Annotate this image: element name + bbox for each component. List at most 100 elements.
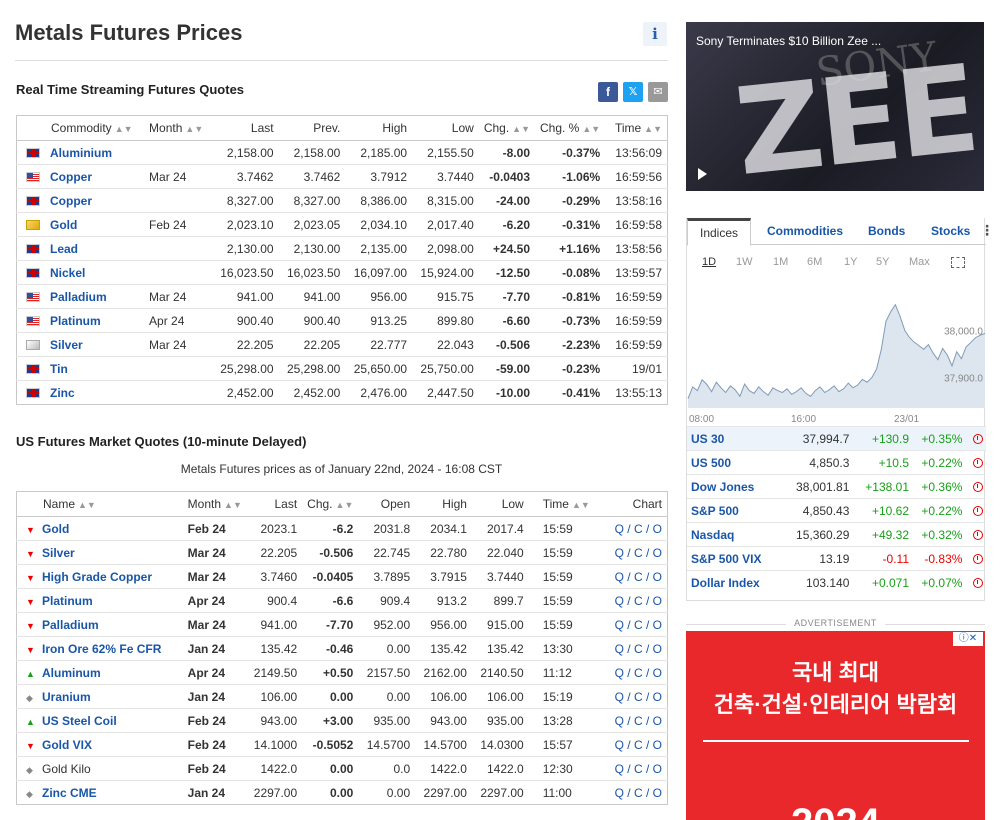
chart-link-q[interactable]: Q: [614, 641, 624, 656]
col-time[interactable]: Time ▲▼: [528, 491, 595, 517]
col-chg[interactable]: Chg. ▲▼: [302, 491, 359, 517]
table-row[interactable]: Dollar Index 103.140 +0.071 +0.07%: [687, 570, 986, 595]
table-row[interactable]: ▼ Iron Ore 62% Fe CFR Jan 24 135.42 -0.46 0.0…: [16, 636, 668, 661]
info-icon[interactable]: i: [643, 22, 667, 46]
commodity-link[interactable]: Silver: [50, 337, 83, 352]
table-row[interactable]: ▼ Gold VIX Feb 24 14.1000 -0.5052 14.5700 14.5…: [16, 732, 668, 757]
table-row[interactable]: Lead 2,130.00 2,130.00 2,135.00 2,098.00 +24.…: [16, 236, 668, 261]
chart-link-o[interactable]: O: [652, 569, 662, 584]
chart-link-c[interactable]: C: [633, 665, 643, 680]
chart-link-o[interactable]: O: [652, 713, 662, 728]
expand-chart-icon[interactable]: [951, 257, 965, 268]
twitter-share-icon[interactable]: 𝕏: [623, 82, 643, 102]
table-row[interactable]: Aluminium 2,158.00 2,158.00 2,185.00 2,155.5…: [16, 140, 668, 165]
chart-link-q[interactable]: Q: [614, 545, 624, 560]
col-chg-pct[interactable]: Chg. % ▲▼: [535, 115, 606, 141]
col-time[interactable]: Time ▲▼: [605, 115, 668, 141]
chart-link-q[interactable]: Q: [614, 665, 624, 680]
table-row[interactable]: ◆ Uranium Jan 24 106.00 0.00 0.00 106.00 106.00…: [16, 684, 668, 709]
index-name[interactable]: US 30: [687, 426, 775, 451]
contract-link[interactable]: Palladium: [42, 617, 99, 632]
chart-link-o[interactable]: O: [652, 641, 662, 656]
table-row[interactable]: ◆ Zinc CME Jan 24 2297.00 0.00 0.00 2297.00 229…: [17, 781, 668, 805]
chart-link-o[interactable]: O: [652, 737, 662, 752]
commodity-link[interactable]: Gold: [50, 217, 78, 232]
index-name[interactable]: US 500: [687, 450, 775, 475]
chart-link-q[interactable]: Q: [614, 617, 624, 632]
commodity-link[interactable]: Nickel: [50, 265, 86, 280]
chart-link-c[interactable]: C: [633, 617, 643, 632]
table-row[interactable]: Nickel 16,023.50 16,023.50 16,097.00 15,924.…: [16, 260, 668, 285]
chart-link-c[interactable]: C: [633, 641, 643, 656]
index-name[interactable]: Dow Jones: [687, 474, 775, 499]
table-row[interactable]: ▼ Palladium Mar 24 941.00 -7.70 952.00 956.00 9…: [16, 612, 668, 637]
chart-link-q[interactable]: Q: [614, 737, 624, 752]
col-month[interactable]: Month ▲▼: [182, 491, 247, 517]
table-row[interactable]: ▲ US Steel Coil Feb 24 943.00 +3.00 935.00 943…: [16, 708, 668, 733]
col-month[interactable]: Month ▲▼: [144, 115, 209, 141]
chart-link-q[interactable]: Q: [614, 785, 624, 800]
chart-link-c[interactable]: C: [633, 737, 643, 752]
contract-link[interactable]: Gold: [42, 521, 70, 536]
chart-link-c[interactable]: C: [633, 521, 643, 536]
index-name[interactable]: S&P 500 VIX: [687, 546, 775, 571]
range-max[interactable]: Max: [909, 256, 930, 268]
chart-link-c[interactable]: C: [633, 785, 643, 800]
contract-link[interactable]: Silver: [42, 545, 75, 560]
commodity-link[interactable]: Copper: [50, 193, 92, 208]
chart-link-o[interactable]: O: [652, 689, 662, 704]
commodity-link[interactable]: Platinum: [50, 313, 101, 328]
index-name[interactable]: Dollar Index: [687, 570, 775, 595]
tab-indices[interactable]: Indices: [687, 218, 752, 246]
video-title[interactable]: Sony Terminates $10 Billion Zee ...: [696, 34, 882, 48]
contract-link[interactable]: Platinum: [42, 593, 93, 608]
chart-link-q[interactable]: Q: [614, 761, 624, 776]
table-row[interactable]: US 30 37,994.7 +130.9 +0.35%: [687, 426, 986, 451]
table-row[interactable]: ▼ High Grade Copper Mar 24 3.7460 -0.0405 3.7…: [16, 564, 668, 589]
range-1y[interactable]: 1Y: [844, 256, 858, 268]
table-row[interactable]: ▼ Silver Mar 24 22.205 -0.506 22.745 22.780 22.…: [16, 540, 668, 565]
tab-commodities[interactable]: Commodities: [767, 224, 844, 238]
index-name[interactable]: Nasdaq: [687, 522, 775, 547]
contract-link[interactable]: US Steel Coil: [42, 713, 117, 728]
contract-link[interactable]: Uranium: [42, 689, 91, 704]
chart-link-q[interactable]: Q: [614, 569, 624, 584]
table-row[interactable]: Dow Jones 38,001.81 +138.01 +0.36%: [687, 474, 986, 499]
chart-link-o[interactable]: O: [652, 761, 662, 776]
chart-link-o[interactable]: O: [652, 785, 662, 800]
table-row[interactable]: Silver Mar 24 22.205 22.205 22.777 22.043 -0.5…: [16, 332, 668, 357]
chart-link-q[interactable]: Q: [614, 593, 624, 608]
table-row[interactable]: ◆ Gold Kilo Feb 24 1422.0 0.00 0.0 1422.0 1422.…: [16, 756, 668, 781]
table-row[interactable]: ▼ Gold Feb 24 2023.1 -6.2 2031.8 2034.1 2017.4 1…: [16, 516, 668, 541]
col-chg[interactable]: Chg. ▲▼: [478, 115, 535, 141]
range-1d[interactable]: 1D: [702, 256, 717, 268]
table-row[interactable]: S&P 500 4,850.43 +10.62 +0.22%: [687, 498, 986, 523]
table-row[interactable]: ▼ Platinum Apr 24 900.4 -6.6 909.4 913.2 899.7 1…: [16, 588, 668, 613]
table-row[interactable]: Zinc 2,452.00 2,452.00 2,476.00 2,447.50 -10.…: [17, 381, 668, 405]
chart-link-o[interactable]: O: [652, 665, 662, 680]
email-share-icon[interactable]: ✉: [648, 82, 668, 102]
col-commodity[interactable]: Commodity ▲▼: [16, 115, 145, 141]
col-name[interactable]: Name ▲▼: [16, 491, 183, 517]
table-row[interactable]: Tin 25,298.00 25,298.00 25,650.00 25,750.00-…: [16, 356, 668, 381]
chart-link-o[interactable]: O: [652, 521, 662, 536]
range-5y[interactable]: 5Y: [876, 256, 890, 268]
chart-link-o[interactable]: O: [652, 617, 662, 632]
table-row[interactable]: Copper 8,327.00 8,327.00 8,386.00 8,315.00 -2…: [16, 188, 668, 213]
advertisement-banner[interactable]: ⓘ✕ 국내 최대 건축·건설·인테리어 박람회 2024: [686, 631, 985, 820]
chart-link-c[interactable]: C: [633, 545, 643, 560]
commodity-link[interactable]: Lead: [50, 241, 79, 256]
table-row[interactable]: Gold Feb 24 2,023.10 2,023.05 2,034.10 2,017.…: [16, 212, 668, 237]
table-row[interactable]: US 500 4,850.3 +10.5 +0.22%: [687, 450, 986, 475]
chart-link-c[interactable]: C: [633, 593, 643, 608]
contract-link[interactable]: Aluminum: [42, 665, 101, 680]
commodity-link[interactable]: Zinc: [50, 385, 75, 400]
contract-link[interactable]: Zinc CME: [42, 785, 97, 800]
ad-close-icon[interactable]: ⓘ✕: [953, 632, 983, 646]
chart-link-c[interactable]: C: [633, 689, 643, 704]
index-chart[interactable]: 38,000.0 37,900.0 08:00 16:00 23/01: [687, 288, 986, 426]
contract-link[interactable]: Gold VIX: [42, 737, 93, 752]
table-row[interactable]: ▲ Aluminum Apr 24 2149.50 +0.50 2157.50 2162.0…: [16, 660, 668, 685]
chart-link-q[interactable]: Q: [614, 521, 624, 536]
commodity-link[interactable]: Copper: [50, 169, 92, 184]
